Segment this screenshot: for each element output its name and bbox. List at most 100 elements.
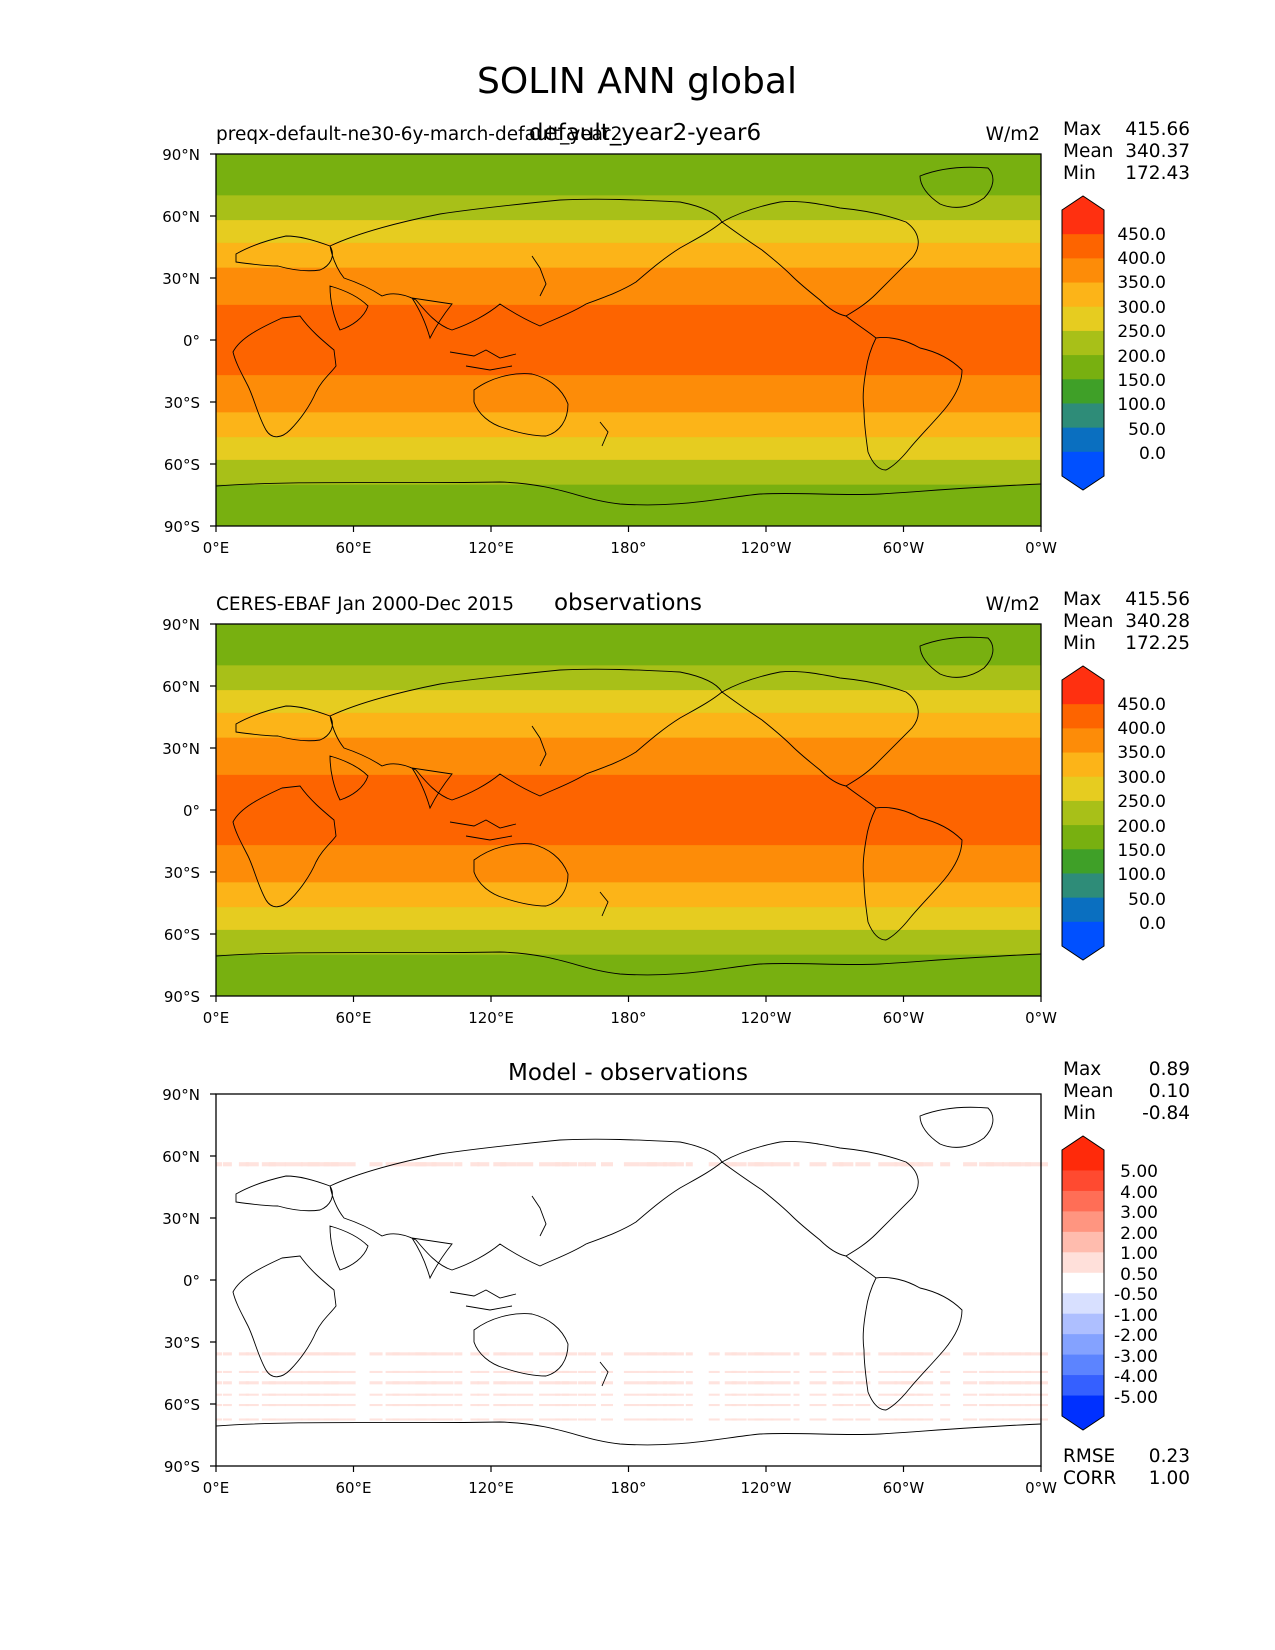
difference-streak [330, 1381, 339, 1385]
x-tick-label: 60°W [883, 1479, 925, 1497]
difference-streak [839, 1418, 854, 1421]
lat-band [216, 907, 1041, 931]
difference-streak [539, 1381, 561, 1385]
difference-streak [901, 1370, 925, 1373]
difference-streak [724, 1162, 737, 1167]
difference-streak [431, 1393, 454, 1396]
lat-band [216, 845, 1041, 883]
y-tick-label: 60°N [162, 1148, 200, 1166]
difference-streak [493, 1404, 507, 1407]
difference-streak [708, 1162, 720, 1167]
difference-streak [669, 1418, 676, 1421]
difference-streak [470, 1370, 480, 1373]
colorbar-swatch [1062, 1375, 1104, 1397]
colorbar-swatch [1062, 403, 1104, 429]
x-tick-label: 60°E [335, 539, 371, 557]
difference-streak [500, 1418, 517, 1421]
panel-obs-left-label: CERES-EBAF Jan 2000-Dec 2015 [216, 594, 514, 615]
difference-streak [685, 1393, 693, 1396]
difference-streak [816, 1404, 827, 1407]
difference-streak [646, 1381, 667, 1385]
x-tick-label: 120°W [741, 1009, 792, 1027]
difference-streak [731, 1393, 747, 1396]
difference-streak [584, 1404, 596, 1407]
difference-streak [216, 1162, 222, 1167]
difference-streak [839, 1370, 854, 1373]
difference-streak [222, 1381, 232, 1385]
panel-observations: CERES-EBAF Jan 2000-Dec 2015 observation… [162, 589, 1190, 1027]
difference-streak [500, 1393, 517, 1396]
difference-streak [901, 1418, 925, 1421]
colorbar-tick: 0.0 [1139, 444, 1166, 464]
difference-streak [832, 1381, 844, 1385]
difference-streak [1008, 1418, 1031, 1421]
difference-streak [268, 1370, 286, 1373]
difference-streak [516, 1404, 534, 1407]
difference-streak [415, 1393, 437, 1396]
difference-streak [238, 1352, 249, 1356]
colorbar-extend-max [1062, 666, 1104, 680]
difference-streak [1008, 1352, 1031, 1356]
colorbar-swatch [1062, 451, 1104, 477]
lat-band [216, 437, 1041, 461]
y-tick-label: 90°N [162, 1086, 200, 1104]
colorbar-outline [1061, 195, 1105, 491]
difference-streak [646, 1370, 667, 1373]
colorbar-swatch [1062, 728, 1104, 754]
difference-streak [454, 1393, 463, 1396]
difference-streaks [216, 1162, 1048, 1421]
difference-streak [940, 1352, 951, 1356]
difference-streak [562, 1404, 570, 1407]
colorbar-tick: 0.50 [1120, 1265, 1158, 1285]
colorbar-tick: 450.0 [1117, 225, 1166, 245]
difference-streak [284, 1393, 303, 1396]
colorbar-tick: 100.0 [1117, 395, 1166, 415]
difference-streak [369, 1404, 383, 1407]
difference-streak [793, 1370, 800, 1373]
difference-streak [878, 1393, 898, 1396]
difference-streak [754, 1418, 774, 1421]
y-tick-label: 60°N [162, 678, 200, 696]
difference-streak [539, 1404, 561, 1407]
tick-marks [210, 1093, 1042, 1472]
panel-diff-extra-stats: RMSE 0.23 CORR 1.00 [1063, 1446, 1190, 1489]
difference-streak [454, 1404, 463, 1407]
difference-streak [539, 1418, 561, 1421]
difference-streak [601, 1404, 613, 1407]
colorbar-swatches [1062, 196, 1104, 490]
difference-streak [754, 1381, 774, 1385]
difference-streak [669, 1162, 676, 1167]
stat-label: Min [1063, 163, 1096, 184]
colorbar-tick: -5.00 [1114, 1388, 1158, 1408]
panel-obs-title: observations [554, 590, 702, 616]
difference-streak [669, 1404, 676, 1407]
difference-streak [839, 1404, 854, 1407]
difference-streak [562, 1162, 570, 1167]
difference-streak [685, 1162, 693, 1167]
difference-streak [307, 1162, 330, 1167]
x-tick-label: 0°E [203, 1009, 230, 1027]
panel-model-stats: Max 415.66 Mean 340.37 Min 172.43 [1063, 119, 1190, 184]
y-tick-label: 90°N [162, 616, 200, 634]
colorbar-swatch [1062, 210, 1104, 235]
difference-streak [268, 1418, 286, 1421]
stat-label: Max [1063, 119, 1101, 140]
colorbar-tick: 50.0 [1128, 420, 1166, 440]
x-tick-label: 0°W [1025, 539, 1057, 557]
difference-streak [330, 1370, 339, 1373]
lat-band [216, 665, 1041, 691]
difference-streak [222, 1162, 232, 1167]
difference-streak [216, 1393, 222, 1396]
difference-streak [245, 1418, 259, 1421]
difference-streak [708, 1404, 720, 1407]
difference-streak [708, 1370, 720, 1373]
difference-streak [770, 1418, 791, 1421]
difference-streak [346, 1393, 356, 1396]
colorbar-tick: 250.0 [1117, 322, 1166, 342]
lat-band [216, 690, 1041, 714]
colorbar-tick: 5.00 [1120, 1162, 1158, 1182]
lat-band [216, 774, 1041, 846]
y-tick-label: 30°N [162, 270, 200, 288]
difference-streak [470, 1418, 480, 1421]
difference-streak [809, 1381, 817, 1385]
